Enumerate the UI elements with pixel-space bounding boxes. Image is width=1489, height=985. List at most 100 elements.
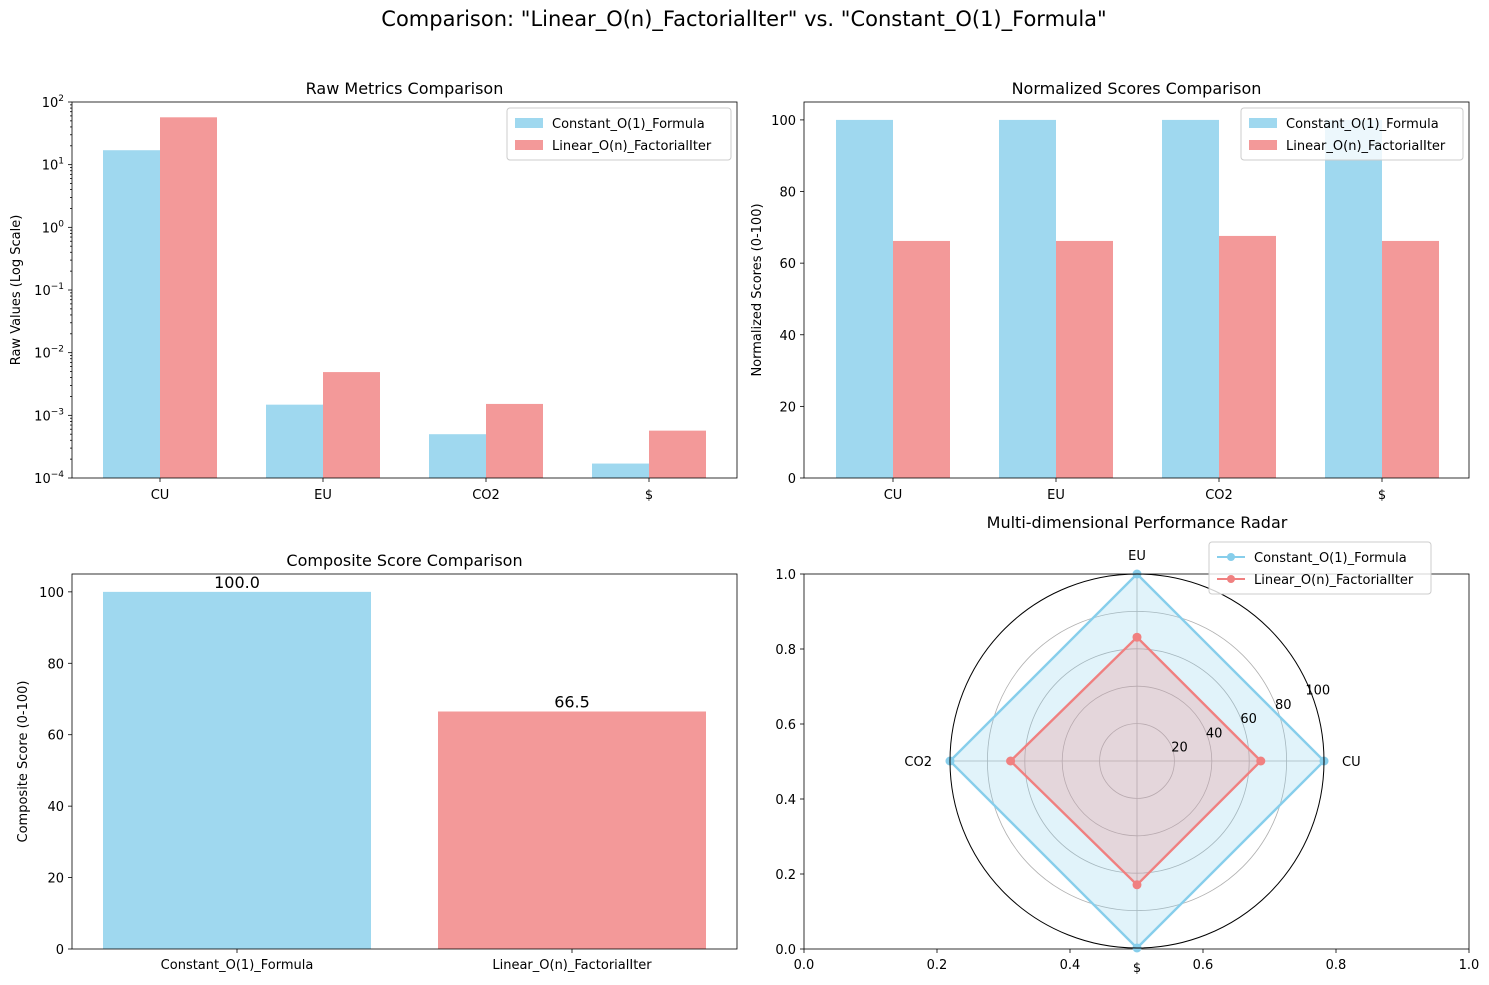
y-tick-exp-2: −2 (51, 345, 64, 355)
y-tick-base-0: 10 (34, 472, 51, 487)
y-tick-base-2: 10 (34, 347, 51, 362)
x-tick-label-0: CU (151, 488, 170, 503)
bar-linear-0 (160, 117, 217, 478)
y-tick-exp-0: −4 (51, 470, 65, 480)
x-tick-label-3: $ (645, 488, 653, 503)
cart-y-tick-label-1: 0.2 (775, 868, 796, 883)
y-tick-label-2: 40 (47, 800, 64, 815)
cart-y-tick-label-3: 0.6 (775, 718, 796, 733)
bar-composite-1 (438, 711, 706, 949)
data-label-1: 66.5 (554, 693, 590, 712)
legend-marker-0 (1227, 553, 1235, 561)
bar-linear-0 (893, 240, 950, 478)
radar-panel: 0.0 0.2 0.4 0.6 0.8 1.0 0.0 0.2 0.4 0.6 0.8 1.0 20 40… (775, 513, 1479, 976)
radar-point-1-3 (1132, 880, 1142, 890)
bar-composite-0 (103, 591, 371, 949)
y-tick-label-4: 80 (779, 186, 796, 201)
cart-y-tick-label-4: 0.8 (775, 643, 796, 658)
y-tick-exp-6: 2 (58, 94, 64, 104)
cart-x-tick-label-5: 1.0 (1459, 958, 1480, 973)
axes-frame (71, 573, 738, 950)
legend-label-1: Linear_O(n)_FactorialIter (552, 139, 712, 154)
legend-swatch-0 (1249, 118, 1277, 128)
y-tick-label-3: 60 (47, 729, 64, 744)
bar-linear-3 (1382, 240, 1439, 478)
y-tick-label-5: 100 (771, 114, 796, 129)
cart-y-tick-label-2: 0.4 (775, 793, 796, 808)
bar-linear-1 (323, 372, 380, 478)
legend-swatch-1 (1249, 140, 1277, 150)
radar-point-1-2 (1006, 756, 1016, 766)
y-tick-label-4: 100 (42, 219, 65, 236)
radar-axis-label-1: EU (1128, 549, 1146, 564)
bar-constant-1 (266, 404, 323, 478)
cart-x-tick-label-0: 0.0 (794, 958, 815, 973)
cart-y-tick-label-5: 1.0 (775, 568, 796, 583)
bar-constant-0 (103, 150, 160, 478)
legend-marker-1 (1227, 575, 1235, 583)
bar-linear-2 (486, 403, 543, 478)
legend-box (506, 107, 732, 161)
x-tick-label-0: Constant_O(1)_Formula (161, 958, 314, 973)
legend-label-0: Constant_O(1)_Formula (1286, 117, 1439, 132)
radar-axis-label-3: $ (1133, 961, 1141, 976)
legend-swatch-1 (515, 140, 543, 150)
radar-axis-label-0: CU (1342, 755, 1361, 770)
bar-constant-3 (1325, 119, 1382, 479)
radar-point-1-1 (1132, 632, 1142, 642)
y-tick-label-0: 10−4 (34, 470, 64, 487)
y-tick-base-3: 10 (34, 284, 51, 299)
cart-x-tick-label-3: 0.6 (1193, 958, 1214, 973)
y-tick-base-1: 10 (34, 409, 51, 424)
y-tick-label-5: 101 (42, 157, 64, 174)
panel-title: Multi-dimensional Performance Radar (987, 513, 1288, 532)
y-axis-label: Normalized Scores (0-100) (750, 203, 765, 376)
bar-linear-3 (649, 430, 706, 478)
legend-label-0: Constant_O(1)_Formula (1254, 551, 1407, 566)
y-tick-label-1: 10−3 (34, 407, 64, 424)
y-tick-exp-5: 1 (58, 157, 64, 167)
radial-tick-label-4: 100 (1305, 683, 1330, 698)
bar-linear-1 (1056, 240, 1113, 478)
panel-title: Normalized Scores Comparison (1012, 79, 1262, 98)
bar-constant-1 (999, 119, 1056, 479)
bar-constant-3 (592, 463, 649, 478)
legend-swatch-0 (515, 118, 543, 128)
y-tick-exp-1: −3 (51, 407, 64, 417)
y-axis-label: Raw Values (Log Scale) (9, 215, 24, 366)
legend-label-1: Linear_O(n)_FactorialIter (1254, 573, 1414, 588)
x-tick-label-2: CO2 (472, 488, 500, 503)
y-tick-label-6: 102 (42, 94, 64, 111)
y-tick-base-4: 10 (42, 221, 59, 236)
x-tick-label-1: EU (314, 488, 332, 503)
bar-linear-2 (1219, 235, 1276, 478)
y-tick-base-5: 10 (42, 159, 59, 174)
cart-y-tick-label-0: 0.0 (775, 943, 796, 958)
legend-label-1: Linear_O(n)_FactorialIter (1286, 139, 1446, 154)
y-tick-exp-4: 0 (58, 219, 64, 229)
x-tick-label-1: Linear_O(n)_FactorialIter (492, 958, 652, 973)
polar-frame (949, 573, 1325, 949)
panel-title: Raw Metrics Comparison (306, 79, 504, 98)
radar-axis-label-2: CO2 (904, 755, 932, 770)
figure-suptitle: Comparison: "Linear_O(n)_FactorialIter" … (381, 7, 1106, 32)
x-tick-label-0: CU (884, 488, 903, 503)
cart-x-tick-label-1: 0.2 (927, 958, 948, 973)
y-tick-label-1: 20 (779, 400, 796, 415)
bar-constant-2 (1162, 119, 1219, 479)
y-tick-exp-3: −1 (51, 282, 64, 292)
cart-x-tick-label-4: 0.8 (1326, 958, 1347, 973)
radial-tick-label-1: 40 (1206, 726, 1223, 741)
x-tick-label-3: $ (1378, 488, 1386, 503)
legend-box (1240, 107, 1464, 161)
normalized-scores-panel: CU EU CO2 $0 20 40 60 80 100 Normalized Scores Co… (750, 79, 1470, 503)
x-tick-label-2: CO2 (1205, 488, 1233, 503)
radial-tick-label-0: 20 (1171, 741, 1188, 756)
data-label-0: 100.0 (214, 573, 260, 592)
y-tick-label-5: 100 (39, 586, 64, 601)
x-tick-label-1: EU (1047, 488, 1065, 503)
y-tick-label-2: 40 (779, 329, 796, 344)
y-axis-label: Composite Score (0-100) (16, 681, 31, 843)
